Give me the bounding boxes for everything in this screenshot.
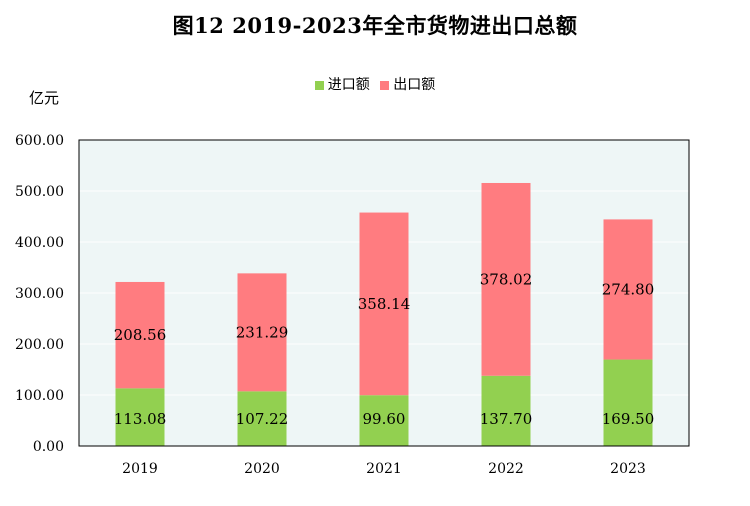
x-tick-label: 2021 [366, 461, 402, 477]
x-tick-label: 2022 [488, 461, 524, 477]
data-label-export-2019: 208.56 [114, 326, 167, 344]
bar-export-2020 [237, 273, 287, 392]
bar-import-2019 [115, 388, 165, 446]
x-tick-label: 2020 [244, 461, 280, 477]
legend-label-import: 进口额 [327, 77, 370, 93]
data-label-export-2021: 358.14 [358, 295, 411, 313]
legend-swatch-import [314, 80, 324, 90]
plot-border [78, 139, 690, 447]
legend-item-export: 出口额 [380, 74, 435, 94]
bar-export-2023 [603, 219, 653, 360]
data-label-export-2023: 274.80 [602, 280, 655, 298]
y-tick-label: 200.00 [15, 337, 64, 353]
data-label-import-2021: 99.60 [363, 410, 406, 428]
bar-import-2021 [359, 395, 409, 446]
y-tick-label: 600.00 [15, 133, 64, 149]
data-label-import-2023: 169.50 [602, 410, 655, 428]
x-tick-label: 2019 [122, 461, 158, 477]
bar-export-2019 [115, 281, 165, 389]
data-label-export-2020: 231.29 [236, 323, 289, 341]
y-tick-label: 400.00 [15, 235, 64, 251]
y-tick-label: 0.00 [33, 439, 64, 455]
legend: 进口额 出口额 [0, 74, 750, 94]
chart-title: 图12 2019-2023年全市货物进出口总额 [172, 13, 578, 38]
data-label-import-2019: 113.08 [114, 410, 167, 428]
y-tick-label: 300.00 [15, 286, 64, 302]
bar-import-2022 [481, 375, 531, 446]
data-label-import-2020: 107.22 [236, 410, 289, 428]
y-tick-label: 100.00 [15, 388, 64, 404]
legend-item-import: 进口额 [314, 74, 370, 94]
data-label-export-2022: 378.02 [480, 270, 533, 288]
bar-import-2023 [603, 359, 653, 446]
x-tick-label: 2023 [610, 461, 646, 477]
bar-export-2022 [481, 182, 531, 376]
data-label-import-2022: 137.70 [480, 410, 533, 428]
legend-swatch-export [380, 80, 390, 90]
y-tick-label: 500.00 [15, 184, 64, 200]
y-axis-unit: 亿元 [29, 89, 60, 107]
legend-label-export: 出口额 [393, 77, 436, 93]
bar-export-2021 [359, 212, 409, 396]
bar-import-2020 [237, 391, 287, 446]
